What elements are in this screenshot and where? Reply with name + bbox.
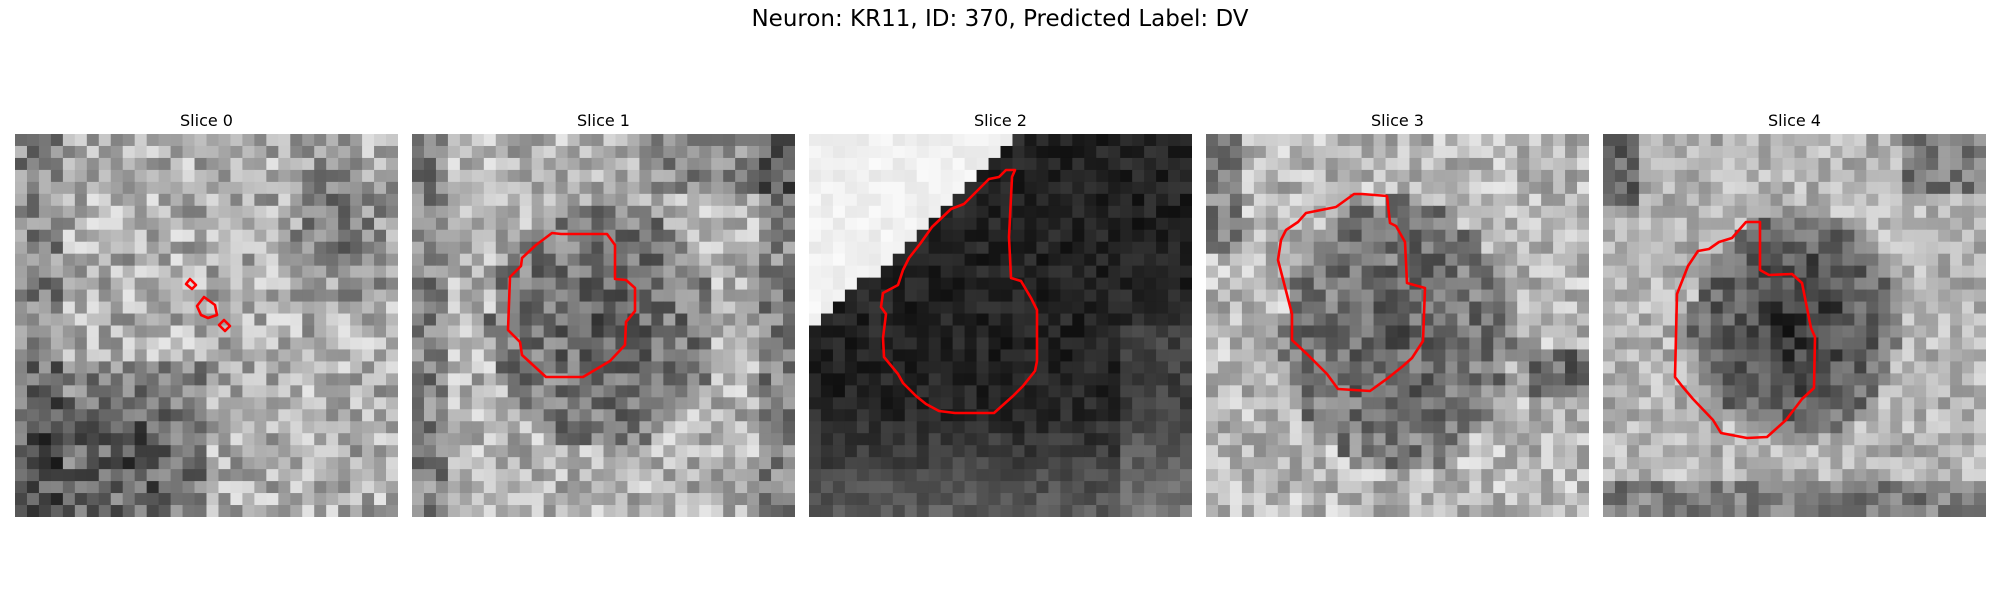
slice-image [1603,134,1986,517]
cell-contour [195,295,219,320]
slice-title: Slice 0 [180,111,233,130]
slice-title: Slice 4 [1768,111,1821,130]
slice-panel-2: Slice 2 [809,108,1192,517]
slice-image [412,134,795,517]
slice-title: Slice 3 [1371,111,1424,130]
slice-image [1206,134,1589,517]
slice-image [809,134,1192,517]
slice-panel-4: Slice 4 [1603,108,1986,517]
slice-panel-3: Slice 3 [1206,108,1589,517]
slice-panel-1: Slice 1 [412,108,795,517]
cell-contour [184,277,198,291]
cell-contour [217,318,232,333]
cell-contour [506,231,637,379]
slice-panel-0: Slice 0 [15,108,398,517]
figure-title: Neuron: KR11, ID: 370, Predicted Label: … [751,6,1249,32]
cell-contour [1276,192,1427,393]
cell-contour [879,168,1039,415]
cell-contour [1673,220,1817,440]
slice-title: Slice 2 [974,111,1027,130]
slice-title: Slice 1 [577,111,630,130]
slice-image [15,134,398,517]
